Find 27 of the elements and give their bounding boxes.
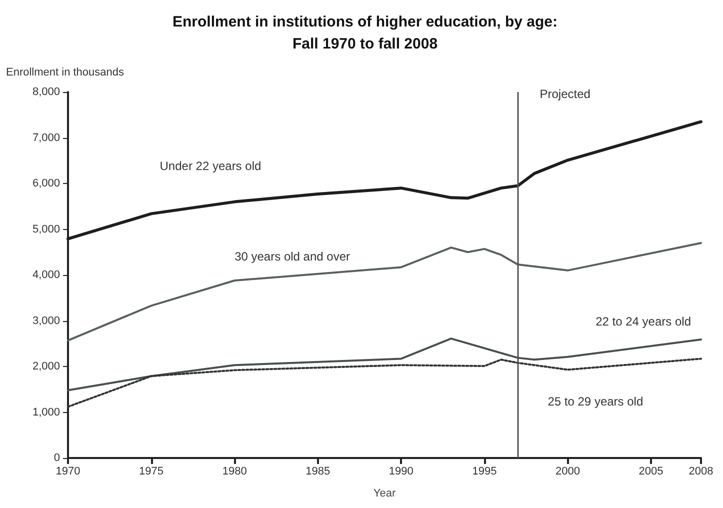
x-tick-label: 1995 [472,466,497,478]
x-tick-label: 1990 [388,466,414,478]
y-tick-label: 1,000 [32,406,60,418]
ref-line-label: Projected [540,87,590,101]
chart-title: Enrollment in institutions of higher education, by age: Fall 1970 to fall 2008 [172,14,558,52]
x-tick-label: 1985 [306,466,330,478]
series-label: 22 to 24 years old [596,314,691,329]
text: Under 22 years old [160,159,262,174]
y-tick-label: 4,000 [32,269,60,281]
y-tick-label: 8,000 [32,86,60,98]
y-tick-label: 6,000 [32,178,60,190]
x-tick-label: 1980 [222,466,247,478]
x-tick-label: 2005 [638,466,664,478]
y-tick-label: 5,000 [32,223,60,236]
x-tick-label: 2000 [555,466,580,478]
x-tick-label: 1975 [139,466,164,478]
y-tick-label: 3,000 [32,314,60,327]
y-tick-label: 2,000 [32,360,60,372]
line-series [67,358,702,408]
x-tick-label: 1970 [56,466,80,478]
y-axis-title: Enrollment in thousands [6,66,125,78]
y-tick-label: 0 [54,452,60,464]
text: 25 to 29 years old [548,394,644,409]
x-axis-title: Year [373,488,396,500]
x-tick-label: 2008 [688,466,714,478]
series-label: 30 years old and over [234,249,350,264]
y-tick-label: 7,000 [32,132,60,144]
